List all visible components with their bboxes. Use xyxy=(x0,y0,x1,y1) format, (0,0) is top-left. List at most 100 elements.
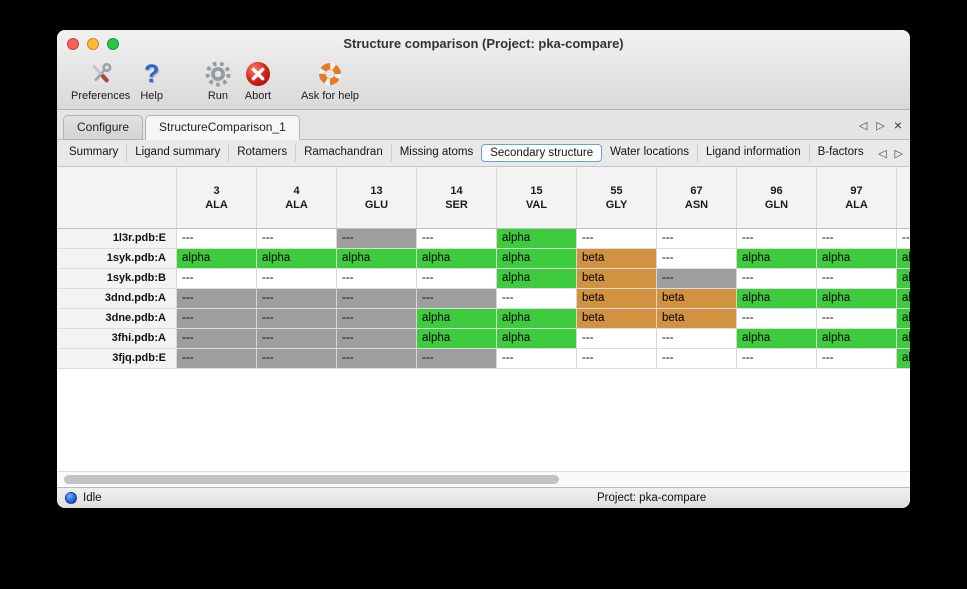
column-header[interactable]: 67 ASN xyxy=(657,167,737,228)
table-cell[interactable]: --- xyxy=(177,289,257,309)
table-cell[interactable]: --- xyxy=(577,229,657,249)
preferences-button[interactable]: Preferences xyxy=(71,58,130,103)
table-cell[interactable]: --- xyxy=(417,269,497,289)
table-cell[interactable]: alpha xyxy=(497,249,577,269)
ask-for-help-button[interactable]: Ask for help xyxy=(301,58,359,103)
tab-prev-icon[interactable]: ◁ xyxy=(858,120,868,132)
table-cell[interactable]: alpha xyxy=(897,249,910,269)
table-cell[interactable]: beta xyxy=(577,289,657,309)
subtab-summary[interactable]: Summary xyxy=(69,146,119,158)
table-cell[interactable]: alpha xyxy=(897,349,910,369)
row-header[interactable]: 1l3r.pdb:E xyxy=(57,229,177,249)
table-cell[interactable]: --- xyxy=(177,269,257,289)
table-cell[interactable]: alpha xyxy=(737,329,817,349)
subtab-prev-icon[interactable]: ◁ xyxy=(878,147,887,160)
table-cell[interactable]: alpha xyxy=(737,289,817,309)
table-cell[interactable]: --- xyxy=(657,229,737,249)
table-cell[interactable]: --- xyxy=(337,329,417,349)
table-cell[interactable]: --- xyxy=(657,269,737,289)
table-cell[interactable]: --- xyxy=(257,229,337,249)
table-cell[interactable]: --- xyxy=(257,289,337,309)
row-header[interactable]: 3fjq.pdb:E xyxy=(57,349,177,369)
table-cell[interactable]: alpha xyxy=(497,229,577,249)
table-cell[interactable]: --- xyxy=(657,249,737,269)
table-cell[interactable]: --- xyxy=(737,349,817,369)
table-cell[interactable]: --- xyxy=(257,269,337,289)
table-cell[interactable]: alpha xyxy=(417,309,497,329)
subtab-ligand-information[interactable]: Ligand information xyxy=(696,144,809,162)
abort-button[interactable]: Abort xyxy=(243,58,273,103)
subtab-b-factors[interactable]: B-factors xyxy=(808,144,872,162)
table-cell[interactable]: --- xyxy=(177,349,257,369)
table-cell[interactable]: alpha xyxy=(737,249,817,269)
table-cell[interactable]: --- xyxy=(417,289,497,309)
table-cell[interactable]: --- xyxy=(577,349,657,369)
table-cell[interactable]: --- xyxy=(737,309,817,329)
table-cell[interactable]: alpha xyxy=(497,329,577,349)
table-cell[interactable]: --- xyxy=(337,269,417,289)
column-header[interactable]: 13 GLU xyxy=(337,167,417,228)
row-header[interactable]: 3fhi.pdb:A xyxy=(57,329,177,349)
table-cell[interactable]: --- xyxy=(657,349,737,369)
table-cell[interactable]: --- xyxy=(817,229,897,249)
table-cell[interactable]: --- xyxy=(577,329,657,349)
table-cell[interactable]: --- xyxy=(817,349,897,369)
table-cell[interactable]: --- xyxy=(657,329,737,349)
tab-close-icon[interactable]: × xyxy=(893,117,902,133)
table-cell[interactable]: --- xyxy=(737,269,817,289)
subtab-water-locations[interactable]: Water locations xyxy=(610,146,689,158)
column-header[interactable]: 97 ALA xyxy=(817,167,897,228)
zoom-window-button[interactable] xyxy=(107,38,119,50)
close-window-button[interactable] xyxy=(67,38,79,50)
table-cell[interactable]: --- xyxy=(337,229,417,249)
table-cell[interactable]: alpha xyxy=(817,249,897,269)
table-cell[interactable]: --- xyxy=(417,349,497,369)
subtab-secondary-structure[interactable]: Secondary structure xyxy=(481,144,603,162)
table-cell[interactable]: --- xyxy=(257,329,337,349)
table-cell[interactable]: --- xyxy=(817,269,897,289)
table-cell[interactable]: alpha xyxy=(897,309,910,329)
tab-structurecomparison-1[interactable]: StructureComparison_1 xyxy=(145,115,300,140)
row-header[interactable]: 3dnd.pdb:A xyxy=(57,289,177,309)
table-cell[interactable]: --- xyxy=(417,229,497,249)
table-cell[interactable]: alpha xyxy=(897,269,910,289)
table-cell[interactable]: --- xyxy=(817,309,897,329)
table-cell[interactable]: --- xyxy=(337,349,417,369)
table-cell[interactable]: --- xyxy=(737,229,817,249)
table-cell[interactable]: --- xyxy=(497,289,577,309)
table-cell[interactable]: beta xyxy=(657,309,737,329)
table-cell[interactable]: alpha xyxy=(337,249,417,269)
subtab-ligand-summary[interactable]: Ligand summary xyxy=(126,144,228,162)
table-cell[interactable]: beta xyxy=(657,289,737,309)
column-header[interactable]: 15 VAL xyxy=(497,167,577,228)
table-cell[interactable]: --- xyxy=(337,309,417,329)
table-cell[interactable]: --- xyxy=(177,329,257,349)
run-button[interactable]: Run xyxy=(203,58,233,103)
row-header[interactable]: 1syk.pdb:A xyxy=(57,249,177,269)
table-cell[interactable]: alpha xyxy=(417,329,497,349)
table-cell[interactable]: alpha xyxy=(817,329,897,349)
table-cell[interactable]: --- xyxy=(177,309,257,329)
column-header[interactable]: 14 SER xyxy=(417,167,497,228)
tab-next-icon[interactable]: ▷ xyxy=(876,120,885,132)
column-header[interactable]: 3 ALA xyxy=(177,167,257,228)
minimize-window-button[interactable] xyxy=(87,38,99,50)
scrollbar-thumb[interactable] xyxy=(64,475,559,484)
table-cell[interactable]: alpha xyxy=(417,249,497,269)
column-header[interactable]: 96 GLN xyxy=(737,167,817,228)
table-cell[interactable]: alpha xyxy=(497,269,577,289)
help-button[interactable]: ? Help xyxy=(140,58,163,103)
column-header[interactable] xyxy=(897,167,910,228)
table-cell[interactable]: alpha xyxy=(897,329,910,349)
subtab-rotamers[interactable]: Rotamers xyxy=(228,144,295,162)
table-cell[interactable]: --- xyxy=(177,229,257,249)
subtab-ramachandran[interactable]: Ramachandran xyxy=(295,144,391,162)
column-header[interactable]: 55 GLY xyxy=(577,167,657,228)
row-header[interactable]: 3dne.pdb:A xyxy=(57,309,177,329)
table-cell[interactable]: --- xyxy=(897,229,910,249)
table-cell[interactable]: alpha xyxy=(257,249,337,269)
table-cell[interactable]: --- xyxy=(497,349,577,369)
table-cell[interactable]: alpha xyxy=(897,289,910,309)
table-cell[interactable]: --- xyxy=(257,309,337,329)
table-cell[interactable]: beta xyxy=(577,309,657,329)
